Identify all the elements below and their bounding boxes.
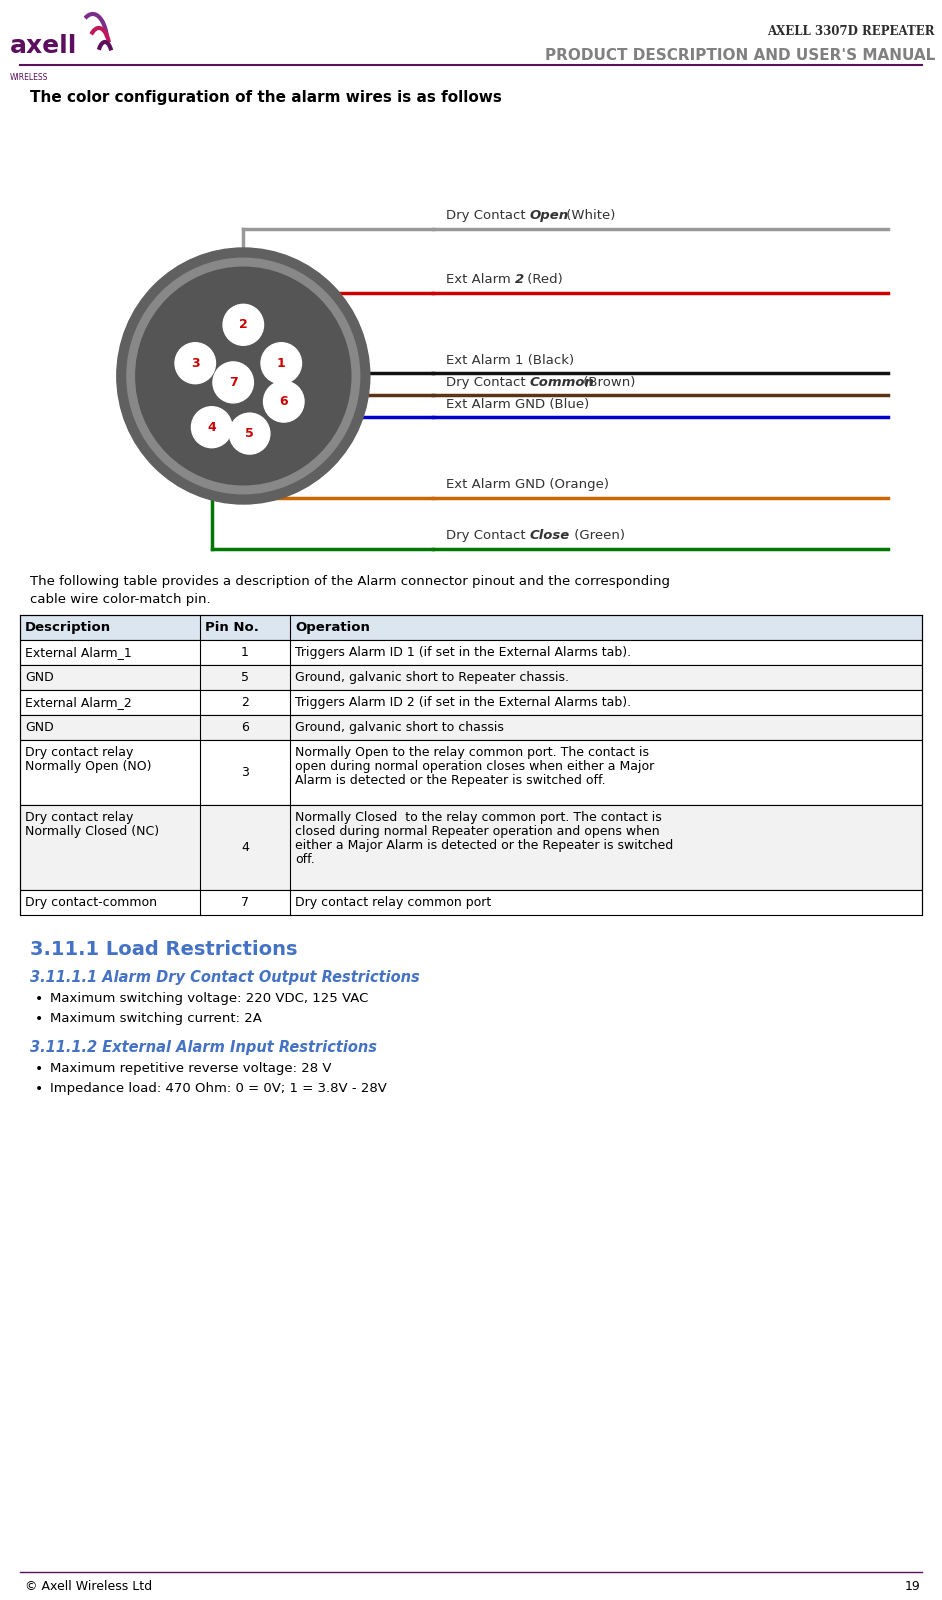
Text: WIRELESS: WIRELESS — [9, 74, 48, 82]
Circle shape — [264, 381, 304, 422]
FancyBboxPatch shape — [20, 640, 922, 666]
Text: Alarm is detected or the Repeater is switched off.: Alarm is detected or the Repeater is swi… — [295, 774, 606, 787]
Text: Maximum repetitive reverse voltage: 28 V: Maximum repetitive reverse voltage: 28 V — [50, 1062, 332, 1075]
Text: Common: Common — [529, 376, 594, 389]
Text: axell: axell — [9, 34, 77, 58]
Text: Ext Alarm 1 (Black): Ext Alarm 1 (Black) — [446, 354, 574, 366]
Text: Ext Alarm GND (Blue): Ext Alarm GND (Blue) — [446, 397, 589, 411]
Text: open during normal operation closes when either a Major: open during normal operation closes when… — [295, 760, 655, 773]
Text: Dry contact relay: Dry contact relay — [25, 811, 134, 824]
Text: 3.11.1.1 Alarm Dry Contact Output Restrictions: 3.11.1.1 Alarm Dry Contact Output Restri… — [30, 970, 420, 986]
Text: Dry Contact: Dry Contact — [446, 376, 529, 389]
Circle shape — [261, 342, 301, 384]
Text: 4: 4 — [241, 842, 249, 854]
Text: Dry contact relay common port: Dry contact relay common port — [295, 896, 491, 909]
Text: AXELL 3307D REPEATER: AXELL 3307D REPEATER — [768, 26, 935, 38]
Text: Normally Open (NO): Normally Open (NO) — [25, 760, 152, 773]
Text: 3: 3 — [241, 766, 249, 779]
Text: 3.11.1.2 External Alarm Input Restrictions: 3.11.1.2 External Alarm Input Restrictio… — [30, 1040, 377, 1054]
Text: 1: 1 — [241, 646, 249, 659]
Text: Ground, galvanic short to Repeater chassis.: Ground, galvanic short to Repeater chass… — [295, 670, 569, 685]
Text: External Alarm_2: External Alarm_2 — [25, 696, 132, 709]
Text: Triggers Alarm ID 2 (if set in the External Alarms tab).: Triggers Alarm ID 2 (if set in the Exter… — [295, 696, 631, 709]
Text: The color configuration of the alarm wires is as follows: The color configuration of the alarm wir… — [30, 90, 502, 106]
Text: 7: 7 — [229, 376, 237, 389]
Text: GND: GND — [25, 670, 54, 685]
Text: cable wire color-match pin.: cable wire color-match pin. — [30, 594, 211, 606]
Text: •: • — [35, 992, 43, 1006]
Text: 5: 5 — [241, 670, 249, 685]
Circle shape — [223, 304, 264, 346]
Text: Normally Open to the relay common port. The contact is: Normally Open to the relay common port. … — [295, 746, 649, 758]
Text: Ext Alarm: Ext Alarm — [446, 274, 514, 286]
Text: © Axell Wireless Ltd: © Axell Wireless Ltd — [25, 1581, 152, 1594]
Text: 2: 2 — [515, 274, 525, 286]
Text: Pin No.: Pin No. — [205, 621, 259, 634]
Text: External Alarm_1: External Alarm_1 — [25, 646, 132, 659]
Text: •: • — [35, 1082, 43, 1096]
FancyBboxPatch shape — [20, 890, 922, 915]
Text: •: • — [35, 1013, 43, 1026]
Circle shape — [136, 267, 350, 485]
FancyBboxPatch shape — [20, 666, 922, 690]
Circle shape — [175, 342, 216, 384]
Text: 1: 1 — [277, 357, 285, 370]
FancyBboxPatch shape — [20, 715, 922, 739]
Text: 2: 2 — [239, 318, 248, 331]
Text: Dry contact relay: Dry contact relay — [25, 746, 134, 758]
Text: 6: 6 — [241, 722, 249, 734]
Text: (Red): (Red) — [524, 274, 563, 286]
Text: 3.11.1 Load Restrictions: 3.11.1 Load Restrictions — [30, 939, 298, 958]
Circle shape — [127, 258, 360, 494]
Text: Operation: Operation — [295, 621, 370, 634]
Text: off.: off. — [295, 853, 315, 866]
Text: The following table provides a description of the Alarm connector pinout and the: The following table provides a descripti… — [30, 574, 670, 587]
FancyBboxPatch shape — [20, 805, 922, 890]
Text: Dry Contact: Dry Contact — [446, 210, 529, 222]
Text: Close: Close — [529, 530, 569, 542]
Text: 7: 7 — [241, 896, 249, 909]
FancyBboxPatch shape — [20, 614, 922, 640]
Circle shape — [230, 413, 269, 454]
Text: 2: 2 — [241, 696, 249, 709]
FancyBboxPatch shape — [20, 690, 922, 715]
Text: Normally Closed  to the relay common port. The contact is: Normally Closed to the relay common port… — [295, 811, 661, 824]
Text: 3: 3 — [191, 357, 200, 370]
Text: Ext Alarm GND (Orange): Ext Alarm GND (Orange) — [446, 478, 609, 491]
Text: Maximum switching voltage: 220 VDC, 125 VAC: Maximum switching voltage: 220 VDC, 125 … — [50, 992, 368, 1005]
Text: Triggers Alarm ID 1 (if set in the External Alarms tab).: Triggers Alarm ID 1 (if set in the Exter… — [295, 646, 631, 659]
Text: (Green): (Green) — [570, 530, 625, 542]
Text: Dry contact-common: Dry contact-common — [25, 896, 157, 909]
Text: 5: 5 — [245, 427, 254, 440]
Text: closed during normal Repeater operation and opens when: closed during normal Repeater operation … — [295, 826, 659, 838]
Circle shape — [213, 362, 253, 403]
Text: 4: 4 — [207, 421, 216, 434]
FancyBboxPatch shape — [20, 739, 922, 805]
Text: •: • — [35, 1062, 43, 1075]
Text: (White): (White) — [562, 210, 615, 222]
Text: 6: 6 — [280, 395, 288, 408]
Text: Impedance load: 470 Ohm: 0 = 0V; 1 = 3.8V - 28V: Impedance load: 470 Ohm: 0 = 0V; 1 = 3.8… — [50, 1082, 387, 1094]
Text: Description: Description — [25, 621, 111, 634]
Text: Dry Contact: Dry Contact — [446, 530, 529, 542]
Text: (Brown): (Brown) — [578, 376, 635, 389]
Text: Normally Closed (NC): Normally Closed (NC) — [25, 826, 159, 838]
Text: Open: Open — [529, 210, 568, 222]
Text: Maximum switching current: 2A: Maximum switching current: 2A — [50, 1013, 262, 1026]
Text: PRODUCT DESCRIPTION AND USER'S MANUAL: PRODUCT DESCRIPTION AND USER'S MANUAL — [544, 48, 935, 62]
Text: either a Major Alarm is detected or the Repeater is switched: either a Major Alarm is detected or the … — [295, 838, 674, 851]
Circle shape — [117, 248, 370, 504]
Text: GND: GND — [25, 722, 54, 734]
Circle shape — [191, 406, 232, 448]
Text: Ground, galvanic short to chassis: Ground, galvanic short to chassis — [295, 722, 504, 734]
Text: 19: 19 — [904, 1581, 920, 1594]
